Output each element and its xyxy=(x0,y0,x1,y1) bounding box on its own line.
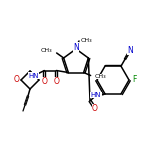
Text: O: O xyxy=(53,77,59,86)
Text: HN: HN xyxy=(91,92,101,98)
Text: HN: HN xyxy=(28,73,39,79)
Text: N: N xyxy=(127,46,133,55)
Text: O: O xyxy=(92,104,98,113)
Text: CH₃: CH₃ xyxy=(41,48,53,54)
Text: CH₃: CH₃ xyxy=(95,74,106,79)
Text: CH₃: CH₃ xyxy=(81,38,93,43)
Text: F: F xyxy=(132,76,136,85)
Text: O: O xyxy=(41,77,47,86)
Text: N: N xyxy=(73,43,79,52)
Text: O: O xyxy=(14,76,20,85)
